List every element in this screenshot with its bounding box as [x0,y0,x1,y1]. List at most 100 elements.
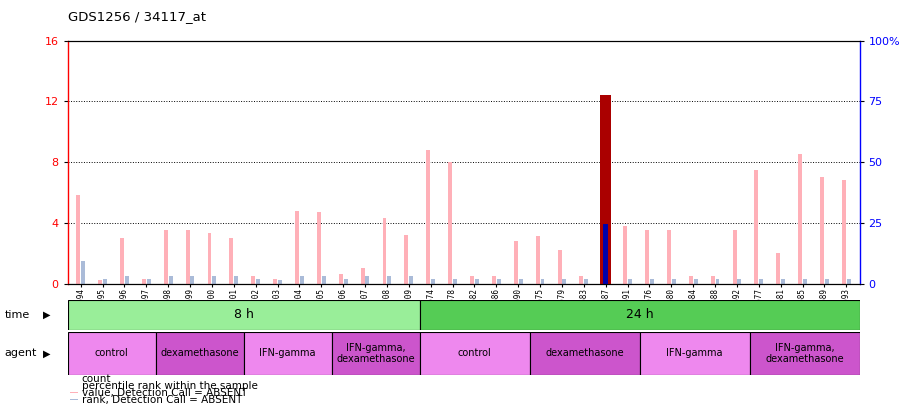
Bar [716,279,719,283]
Bar [825,279,829,283]
Bar [603,224,608,284]
Bar [230,238,233,284]
Text: value, Detection Call = ABSENT: value, Detection Call = ABSENT [82,388,248,398]
Bar [361,269,365,283]
Bar [640,332,750,375]
Bar [431,279,435,283]
Bar [164,230,167,284]
Bar [344,279,347,283]
Bar [274,279,277,283]
Bar [278,280,282,284]
Bar [317,212,321,284]
Bar [98,280,102,284]
Text: ▶: ▶ [43,348,50,358]
Text: time: time [4,310,30,320]
Bar [820,177,824,284]
Bar [404,235,409,284]
Bar [584,279,589,283]
Bar [803,279,807,283]
Bar [645,230,649,284]
Bar [419,300,860,330]
Bar [331,332,419,375]
Bar [69,392,77,393]
Bar [125,276,129,283]
Bar [69,399,77,400]
Bar [733,230,736,284]
Bar [168,276,173,283]
Text: dexamethasone: dexamethasone [545,348,624,358]
Bar [68,300,419,330]
Bar [847,279,850,283]
Bar [387,276,392,283]
Bar [338,275,343,284]
Text: ▶: ▶ [43,310,50,320]
Bar [103,279,107,283]
Bar [694,279,698,283]
Bar [256,279,260,283]
Text: percentile rank within the sample: percentile rank within the sample [82,381,257,391]
Bar [156,332,244,375]
Bar [777,253,780,284]
Bar [251,276,256,283]
Bar [300,276,304,283]
Bar [671,279,676,283]
Bar [475,279,479,283]
Bar [191,276,194,283]
Text: agent: agent [4,348,37,358]
Bar [365,276,369,283]
Text: control: control [457,348,491,358]
Bar [529,332,640,375]
Bar [81,261,85,283]
Bar [623,226,627,284]
Bar [754,170,759,284]
Bar [667,230,670,284]
Bar [600,95,611,284]
Bar [541,279,544,283]
Bar [580,276,583,283]
Bar [514,241,518,284]
Bar [688,276,693,283]
Text: IFN-gamma: IFN-gamma [259,348,316,358]
Bar [244,332,331,375]
Text: dexamethasone: dexamethasone [160,348,238,358]
Bar [453,279,457,283]
Bar [76,196,80,284]
Bar [419,332,529,375]
Text: GDS1256 / 34117_at: GDS1256 / 34117_at [68,10,205,23]
Bar [737,279,742,283]
Bar [321,276,326,283]
Bar [208,233,211,284]
Bar [842,180,846,284]
Text: IFN-gamma: IFN-gamma [666,348,723,358]
Bar [518,279,523,283]
Bar [448,162,452,284]
Bar [562,279,566,283]
Text: IFN-gamma,
dexamethasone: IFN-gamma, dexamethasone [337,343,415,364]
Bar [410,276,413,283]
Bar [120,238,124,284]
Bar [628,279,632,283]
Bar [142,279,146,283]
Text: count: count [82,374,112,384]
Bar [234,276,238,283]
Bar [492,276,496,283]
Text: 8 h: 8 h [234,308,254,322]
Bar [536,237,540,284]
Bar [798,154,802,284]
Bar [212,276,216,283]
Bar [382,218,386,284]
Bar [650,279,653,283]
Bar [497,279,500,283]
Bar [427,150,430,284]
Bar [750,332,859,375]
Bar [185,230,190,284]
Bar [295,211,299,284]
Bar [147,279,150,283]
Bar [760,279,763,283]
Text: IFN-gamma,
dexamethasone: IFN-gamma, dexamethasone [765,343,844,364]
Text: 24 h: 24 h [626,308,653,322]
Bar [68,332,156,375]
Text: rank, Detection Call = ABSENT: rank, Detection Call = ABSENT [82,394,242,405]
Bar [68,284,860,405]
Bar [470,276,474,283]
